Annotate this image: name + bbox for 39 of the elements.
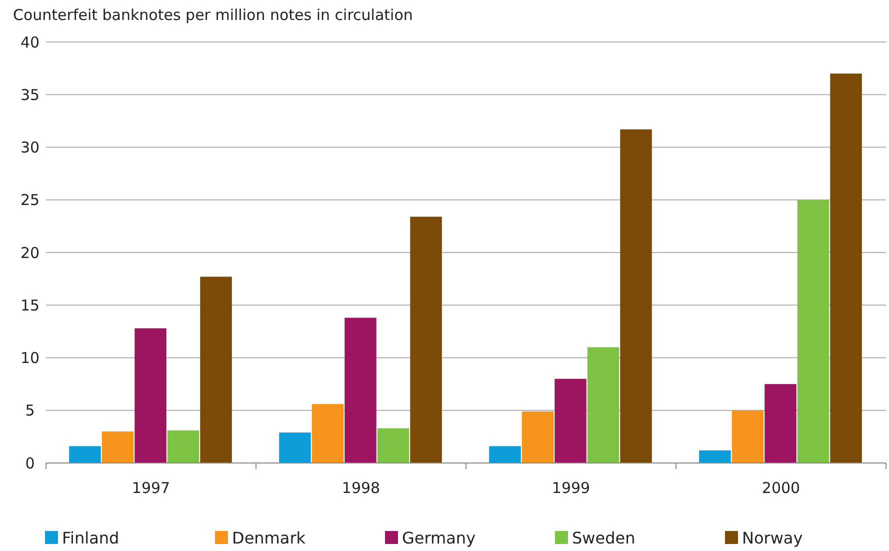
bar bbox=[167, 430, 200, 463]
y-tick-label: 15 bbox=[20, 296, 40, 314]
bar bbox=[489, 446, 521, 463]
legend-label: Denmark bbox=[232, 528, 306, 548]
legend-label: Finland bbox=[62, 528, 120, 548]
bar bbox=[377, 428, 410, 463]
bar bbox=[764, 384, 796, 463]
y-tick-label: 40 bbox=[20, 33, 40, 52]
bar bbox=[732, 410, 764, 463]
bar bbox=[200, 276, 232, 463]
legend-label: Sweden bbox=[572, 528, 636, 548]
x-tick-label: 2000 bbox=[762, 479, 800, 497]
y-tick-label: 25 bbox=[20, 191, 40, 210]
x-tick-label: 1998 bbox=[342, 479, 380, 497]
bar bbox=[312, 404, 344, 463]
bar bbox=[554, 378, 586, 463]
legend-label: Norway bbox=[742, 528, 803, 548]
bar bbox=[279, 432, 311, 463]
bar bbox=[344, 318, 376, 463]
chart-title: Counterfeit banknotes per million notes in circulation bbox=[13, 6, 413, 24]
bar bbox=[134, 328, 166, 463]
bar bbox=[830, 74, 862, 463]
y-tick-label: 0 bbox=[25, 454, 35, 472]
bar bbox=[410, 216, 442, 463]
y-tick-label: 5 bbox=[25, 402, 35, 420]
bar bbox=[522, 411, 554, 463]
bar bbox=[102, 431, 134, 463]
y-tick-label: 35 bbox=[20, 86, 40, 104]
y-tick-label: 30 bbox=[20, 138, 40, 156]
x-tick-label: 1999 bbox=[552, 479, 590, 497]
bar bbox=[699, 450, 731, 463]
bar bbox=[69, 446, 101, 463]
bar bbox=[797, 200, 830, 463]
y-tick-label: 10 bbox=[20, 349, 40, 367]
legend-label: Germany bbox=[402, 528, 476, 548]
bar bbox=[620, 129, 652, 463]
bar bbox=[587, 347, 620, 463]
x-tick-label: 1997 bbox=[132, 479, 170, 497]
y-tick-label: 20 bbox=[20, 244, 40, 262]
